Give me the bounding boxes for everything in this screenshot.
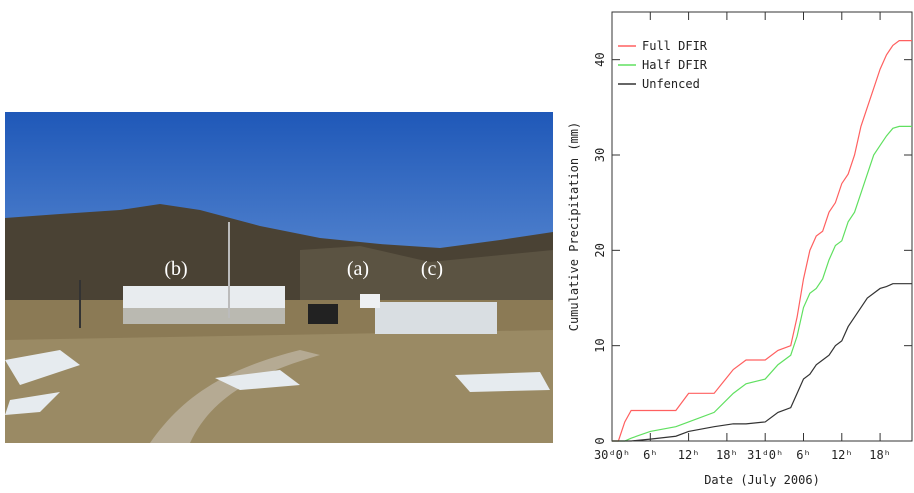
series-line <box>612 39 912 442</box>
photo-label: (b) <box>164 258 187 280</box>
x-tick-label: 30ᵈ0ʰ <box>594 448 630 462</box>
y-tick-label: 30 <box>593 148 607 162</box>
x-tick-label: 12ʰ <box>831 448 853 462</box>
y-tick-label: 10 <box>593 338 607 352</box>
series-line <box>612 283 912 442</box>
y-tick-label: 40 <box>593 52 607 66</box>
y-tick-label: 20 <box>593 243 607 257</box>
y-tick-label: 0 <box>593 437 607 444</box>
photo <box>5 112 553 443</box>
photo-label: (c) <box>421 258 443 280</box>
legend-label: Unfenced <box>642 77 700 91</box>
x-axis-label: Date (July 2006) <box>704 473 820 487</box>
legend-label: Full DFIR <box>642 39 708 53</box>
x-tick-label: 31ᵈ0ʰ <box>747 448 783 462</box>
series-line <box>612 125 912 442</box>
legend-label: Half DFIR <box>642 58 708 72</box>
x-tick-label: 6ʰ <box>643 448 657 462</box>
y-axis-label: Cumulative Precipitation (mm) <box>567 122 581 332</box>
x-tick-label: 12ʰ <box>678 448 700 462</box>
x-tick-label: 18ʰ <box>716 448 738 462</box>
x-tick-label: 18ʰ <box>869 448 891 462</box>
plot-frame <box>611 11 913 442</box>
x-tick-label: 6ʰ <box>796 448 810 462</box>
photo-label: (a) <box>347 258 369 280</box>
